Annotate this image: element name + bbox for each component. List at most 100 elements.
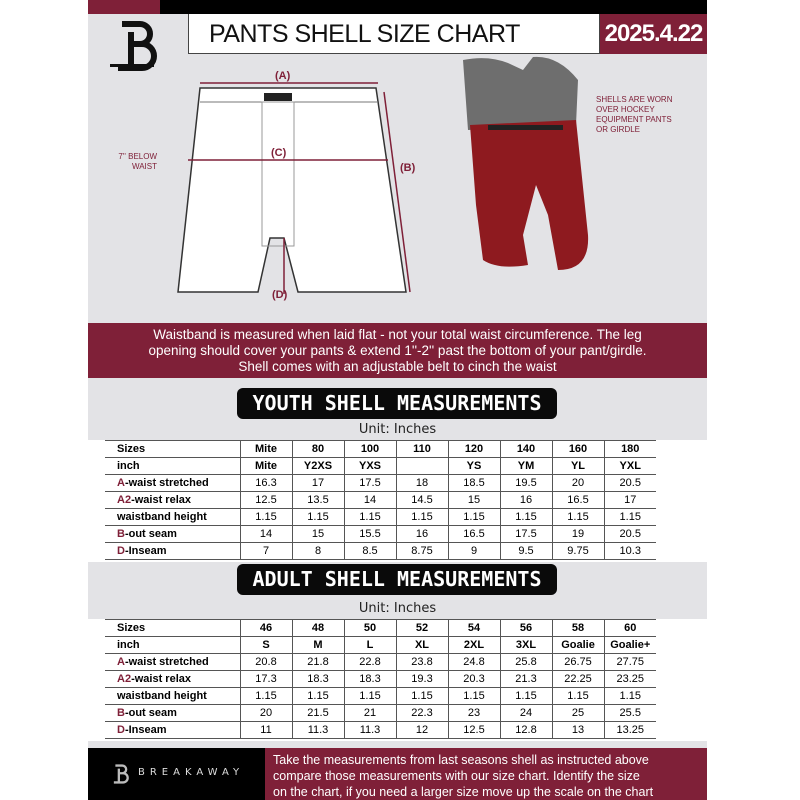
table-cell: 1.15 xyxy=(499,687,553,705)
table-cell: 26.75 xyxy=(551,653,605,671)
table-cell: 25.5 xyxy=(603,704,656,722)
top-bar xyxy=(160,0,707,14)
table-cell xyxy=(395,457,449,475)
row-label: B-out seam xyxy=(105,704,241,722)
table-row: inch S M L XL 2XL 3XL Goalie Goalie+ xyxy=(105,636,656,654)
waist-note-line: WAIST xyxy=(131,162,157,171)
measure-letter: D xyxy=(117,724,125,736)
table-cell: 20.8 xyxy=(239,653,293,671)
row-label-text: -Inseam xyxy=(124,545,167,557)
table-cell: 11.3 xyxy=(343,721,397,739)
table-cell: 17 xyxy=(603,491,656,509)
table-cell: Goalie+ xyxy=(603,636,656,654)
table-cell: YL xyxy=(551,457,605,475)
table-cell: 23.25 xyxy=(603,670,656,688)
row-label-text: -waist stretched xyxy=(124,477,209,489)
table-cell: YXS xyxy=(343,457,397,475)
table-cell: 140 xyxy=(499,440,553,458)
table-cell: 58 xyxy=(551,619,605,637)
row-label-text: -waist relax xyxy=(131,673,191,685)
breakaway-logo xyxy=(110,21,157,71)
row-label-text: Sizes xyxy=(117,622,146,634)
table-cell: 10.3 xyxy=(603,542,656,560)
table-cell: 20.3 xyxy=(447,670,501,688)
table-cell: 17.3 xyxy=(239,670,293,688)
table-cell: 12 xyxy=(395,721,449,739)
adult-unit: Unit: Inches xyxy=(358,601,437,616)
table-cell: 1.15 xyxy=(343,508,397,526)
table-row: waistband height 1.15 1.15 1.15 1.15 1.15 1.15… xyxy=(105,508,656,526)
table-cell: 1.15 xyxy=(395,508,449,526)
table-row: B-out seam 14 15 15.5 16 16.5 17.5 19 20.5 xyxy=(105,525,656,543)
table-cell: 100 xyxy=(343,440,397,458)
table-row: A-waist stretched 16.3 17 17.5 18 18.5 19.5 20 2… xyxy=(105,474,656,492)
table-cell: 1.15 xyxy=(499,508,553,526)
youth-table: Sizes Mite 80 100 110 120 140 160 180 inch Mite Y2X… xyxy=(105,440,656,560)
table-cell: Mite xyxy=(239,440,293,458)
table-cell: YM xyxy=(499,457,553,475)
measure-letter: A2 xyxy=(117,494,132,506)
row-label: waistband height xyxy=(105,508,241,526)
table-cell: 1.15 xyxy=(551,687,605,705)
shell-note-line: EQUIPMENT PANTS xyxy=(596,115,672,124)
top-bar-accent xyxy=(88,0,160,14)
table-cell: 18.5 xyxy=(447,474,501,492)
row-label-text: -out seam xyxy=(124,707,177,719)
table-row: D-Inseam 7 8 8.5 8.75 9 9.5 9.75 10.3 xyxy=(105,542,656,560)
table-cell: 17 xyxy=(291,474,345,492)
table-cell: 18.3 xyxy=(343,670,397,688)
table-cell: 19 xyxy=(551,525,605,543)
footer-line: on the chart, if you need a larger size … xyxy=(273,785,654,799)
table-cell: 11 xyxy=(239,721,293,739)
table-cell: 15 xyxy=(447,491,501,509)
table-cell: 9.75 xyxy=(551,542,605,560)
breakaway-logo-small xyxy=(113,764,129,784)
row-label: D-Inseam xyxy=(105,542,241,560)
info-line: Shell comes with an adjustable belt to c… xyxy=(238,359,557,374)
shell-note-line: OR GIRDLE xyxy=(596,125,641,134)
table-cell: 60 xyxy=(603,619,656,637)
table-cell: 12.8 xyxy=(499,721,553,739)
table-cell: 12.5 xyxy=(447,721,501,739)
row-label: A2-waist relax xyxy=(105,670,241,688)
table-cell: Mite xyxy=(239,457,293,475)
label-b: (B) xyxy=(400,162,416,174)
page-title: PANTS SHELL SIZE CHART xyxy=(188,14,600,54)
table-row: A-waist stretched 20.8 21.8 22.8 23.8 24.8 25.… xyxy=(105,653,656,671)
label-a: (A) xyxy=(275,70,291,82)
table-cell: 1.15 xyxy=(395,687,449,705)
table-cell: 14.5 xyxy=(395,491,449,509)
table-cell: 16.5 xyxy=(447,525,501,543)
table-cell: 22.25 xyxy=(551,670,605,688)
table-cell: 22.3 xyxy=(395,704,449,722)
date-badge: 2025.4.22 xyxy=(600,14,707,54)
row-label: A2-waist relax xyxy=(105,491,241,509)
row-label: Sizes xyxy=(105,440,241,458)
table-cell: 180 xyxy=(603,440,656,458)
table-row: Sizes 46 48 50 52 54 56 58 60 xyxy=(105,619,656,637)
table-cell: 20 xyxy=(551,474,605,492)
table-cell: 16.3 xyxy=(239,474,293,492)
row-label: D-Inseam xyxy=(105,721,241,739)
table-cell: XL xyxy=(395,636,449,654)
table-cell: 12.5 xyxy=(239,491,293,509)
table-cell: 1.15 xyxy=(447,508,501,526)
info-line: Waistband is measured when laid flat - n… xyxy=(153,327,642,342)
table-cell: 17.5 xyxy=(499,525,553,543)
row-label-text: -Inseam xyxy=(124,724,167,736)
table-cell: 3XL xyxy=(499,636,553,654)
table-cell: 13.5 xyxy=(291,491,345,509)
table-cell: S xyxy=(239,636,293,654)
table-cell: Y2XS xyxy=(291,457,345,475)
table-cell: 13.25 xyxy=(603,721,656,739)
table-cell: 21 xyxy=(343,704,397,722)
table-cell: 22.8 xyxy=(343,653,397,671)
table-cell: 1.15 xyxy=(239,508,293,526)
table-cell: 19.3 xyxy=(395,670,449,688)
table-row: B-out seam 20 21.5 21 22.3 23 24 25 25.5 xyxy=(105,704,656,722)
table-cell: 56 xyxy=(499,619,553,637)
table-cell: 16 xyxy=(499,491,553,509)
measure-letter: A xyxy=(117,656,125,668)
table-cell: 15.5 xyxy=(343,525,397,543)
table-cell: 23 xyxy=(447,704,501,722)
